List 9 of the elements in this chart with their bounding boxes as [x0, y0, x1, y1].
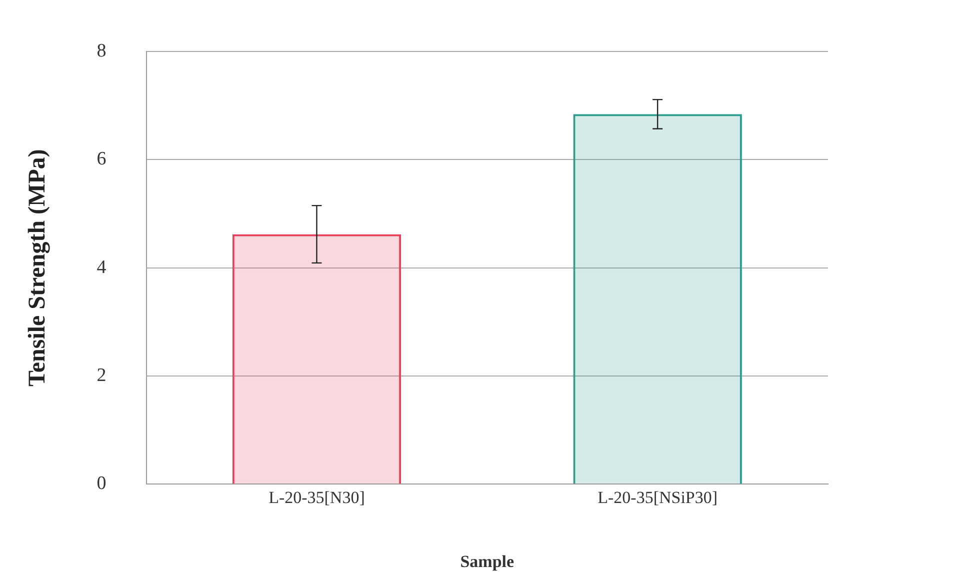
y-tick-label: 0: [96, 473, 106, 494]
x-tick-label: L-20-35[NSiP30]: [598, 488, 718, 507]
y-tick-label: 4: [96, 256, 107, 278]
y-tick-label: 8: [96, 40, 106, 62]
x-tick-label: L-20-35[N30]: [268, 488, 365, 507]
y-tick-label: 2: [96, 364, 106, 386]
y-tick-label: 6: [96, 148, 106, 170]
y-axis-title: Tensile Strength (MPa): [24, 149, 51, 386]
x-axis-title: Sample: [460, 552, 515, 572]
